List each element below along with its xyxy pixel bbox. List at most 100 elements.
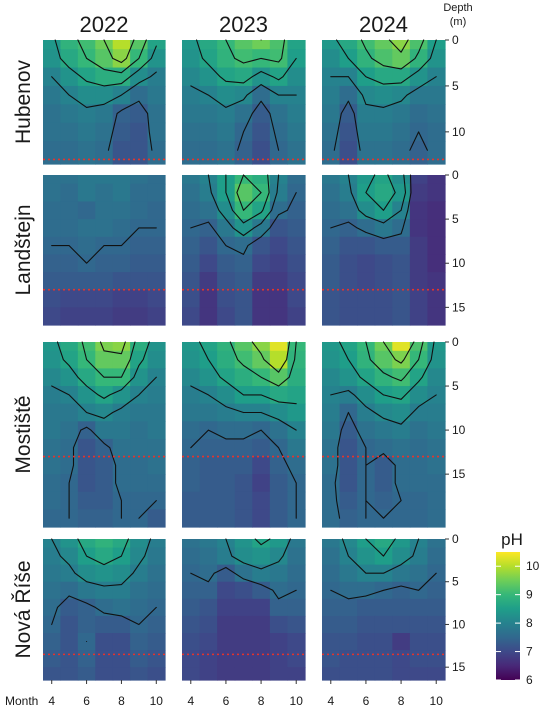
heatmap-cell (217, 342, 236, 352)
heatmap-cell (234, 342, 253, 352)
heatmap-cell (427, 474, 446, 493)
heatmap-cell (427, 350, 446, 370)
heatmap-cell (217, 509, 236, 528)
heatmap-cell (60, 183, 79, 203)
depth-tick-label: 5 (452, 379, 459, 393)
heatmap-cell (43, 438, 62, 458)
heatmap-cell (409, 289, 429, 308)
heatmap-cell (182, 307, 201, 326)
heatmap-cell (112, 342, 131, 352)
heatmap-cell (287, 547, 306, 566)
heatmap-cell (77, 141, 96, 165)
heatmap-cell (287, 598, 306, 617)
heatmap-cell (43, 342, 62, 352)
heatmap-cell (112, 104, 131, 124)
month-tick-label: 10 (430, 694, 444, 708)
heatmap-cell (322, 289, 341, 308)
heatmap-cell (60, 104, 79, 124)
heatmap-cell (409, 368, 429, 387)
heatmap-cell (234, 633, 253, 651)
depth-tick-label: 15 (452, 660, 466, 674)
heatmap-cell (130, 474, 149, 493)
colorbar-tick-label: 8 (526, 616, 533, 630)
heatmap-cell (357, 307, 376, 326)
heatmap-cell (392, 175, 411, 185)
heatmap-cell (77, 564, 96, 583)
heatmap-cell (409, 667, 429, 681)
panel-0-2023 (182, 39, 306, 165)
heatmap-cell (199, 456, 218, 475)
heatmap-cell (252, 509, 271, 528)
heatmap-cell (409, 104, 429, 124)
heatmap-cell (392, 104, 411, 124)
heatmap-cell (182, 547, 201, 566)
month-tick-label: 10 (150, 694, 164, 708)
heatmap-cell (182, 633, 201, 651)
heatmap-cell (199, 491, 218, 510)
heatmap-cell (77, 509, 96, 528)
heatmap-cell (322, 104, 341, 124)
heatmap-cell (77, 104, 96, 124)
heatmap-cell (130, 40, 149, 50)
heatmap-cell (392, 289, 411, 308)
heatmap-cell (77, 368, 96, 387)
heatmap-cell (112, 141, 131, 165)
heatmap-cell (287, 633, 306, 651)
heatmap-cell (392, 183, 411, 203)
heatmap-cell (287, 456, 306, 475)
heatmap-cell (182, 403, 201, 422)
heatmap-cell (77, 581, 96, 600)
heatmap-cell (269, 650, 289, 668)
heatmap-cell (392, 421, 411, 440)
heatmap-cell (147, 201, 166, 220)
heatmap-cell (112, 403, 131, 422)
heatmap-cell (374, 491, 393, 510)
heatmap-cell (217, 141, 236, 165)
colorbar-title: pH (501, 530, 523, 549)
heatmap-cell (427, 368, 446, 387)
heatmap-cell (234, 509, 253, 528)
heatmap-cell (147, 342, 166, 352)
heatmap-cell (182, 141, 201, 165)
contour-lines (51, 538, 157, 643)
heatmap-cell (234, 236, 253, 256)
heatmap-cell (60, 175, 79, 185)
heatmap-cell (77, 386, 96, 405)
heatmap-cell (182, 386, 201, 405)
heatmap-cell (252, 175, 271, 185)
heatmap-cell (217, 254, 236, 273)
heatmap-cell (95, 564, 114, 583)
heatmap-cell (234, 456, 253, 475)
heatmap-cell (409, 615, 429, 634)
heatmap-cell (43, 219, 62, 238)
heatmap-cell (339, 368, 358, 387)
contour-lines (190, 39, 297, 151)
heatmap-cell (182, 183, 201, 203)
heatmap-cell (409, 342, 429, 352)
heatmap-cell (392, 456, 411, 475)
heatmap-cell (252, 67, 271, 87)
heatmap-cell (322, 438, 341, 458)
heatmap-cell (392, 254, 411, 273)
heatmap-cell (357, 615, 376, 634)
heatmap-cell (252, 539, 271, 549)
heatmap-cell (147, 564, 166, 583)
heatmap-cell (43, 289, 62, 308)
heatmap-cell (77, 342, 96, 352)
heatmap-cell (374, 456, 393, 475)
depth-tick-label: 0 (452, 532, 459, 546)
heatmap-cell (252, 104, 271, 124)
heatmap-cell (392, 386, 411, 405)
month-axis: Month 4 6 8 10 4 6 8 10 4 6 8 10 (5, 680, 443, 708)
panel-1-2022 (43, 175, 166, 326)
heatmap-cell (339, 667, 358, 681)
heatmap-cell (182, 67, 201, 87)
lake-label-1: Landštejn (12, 204, 35, 295)
heatmap-cell (60, 254, 79, 273)
heatmap-cell (252, 650, 271, 668)
heatmap-cell (217, 40, 236, 50)
heatmap-cell (374, 85, 393, 105)
heatmap-cell (409, 254, 429, 273)
heatmap-cell (130, 547, 149, 566)
heatmap-cell (147, 67, 166, 87)
